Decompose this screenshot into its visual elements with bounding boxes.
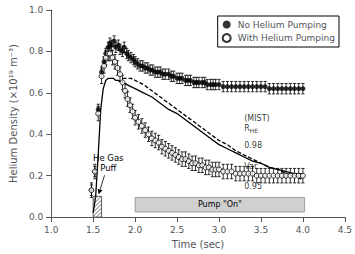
svg-text:HE: HE — [250, 127, 259, 134]
svg-text:Helium Density (×10¹⁹ m⁻³): Helium Density (×10¹⁹ m⁻³) — [8, 44, 19, 183]
svg-text:3.5: 3.5 — [254, 225, 268, 235]
svg-text:0.95: 0.95 — [244, 182, 262, 191]
svg-text:0.98: 0.98 — [244, 141, 262, 150]
svg-text:1.0: 1.0 — [44, 225, 59, 235]
svg-text:He Gas: He Gas — [93, 153, 124, 163]
svg-text:2.0: 2.0 — [128, 225, 143, 235]
svg-text:Time (sec): Time (sec) — [171, 239, 224, 250]
svg-text:0.2: 0.2 — [29, 171, 43, 181]
svg-text:R: R — [244, 124, 250, 134]
svg-text:(MIST): (MIST) — [244, 114, 269, 123]
svg-text:No Helium Pumping: No Helium Pumping — [238, 20, 327, 30]
svg-text:With Helium Pumping: With Helium Pumping — [238, 33, 335, 43]
svg-text:0.0: 0.0 — [29, 212, 44, 222]
svg-text:4.0: 4.0 — [296, 225, 311, 235]
svg-text:0.6: 0.6 — [29, 88, 44, 98]
svg-text:4.5: 4.5 — [338, 225, 352, 235]
svg-text:2.5: 2.5 — [170, 225, 184, 235]
svg-text:Var.: Var. — [244, 162, 259, 171]
svg-text:1.0: 1.0 — [29, 5, 44, 15]
svg-text:0.8: 0.8 — [29, 46, 44, 56]
svg-text:0.4: 0.4 — [29, 129, 44, 139]
svg-text:1.5: 1.5 — [86, 225, 100, 235]
svg-text:Pump "On": Pump "On" — [198, 200, 242, 209]
svg-text:3.0: 3.0 — [212, 225, 227, 235]
svg-text:Puff: Puff — [100, 163, 117, 173]
